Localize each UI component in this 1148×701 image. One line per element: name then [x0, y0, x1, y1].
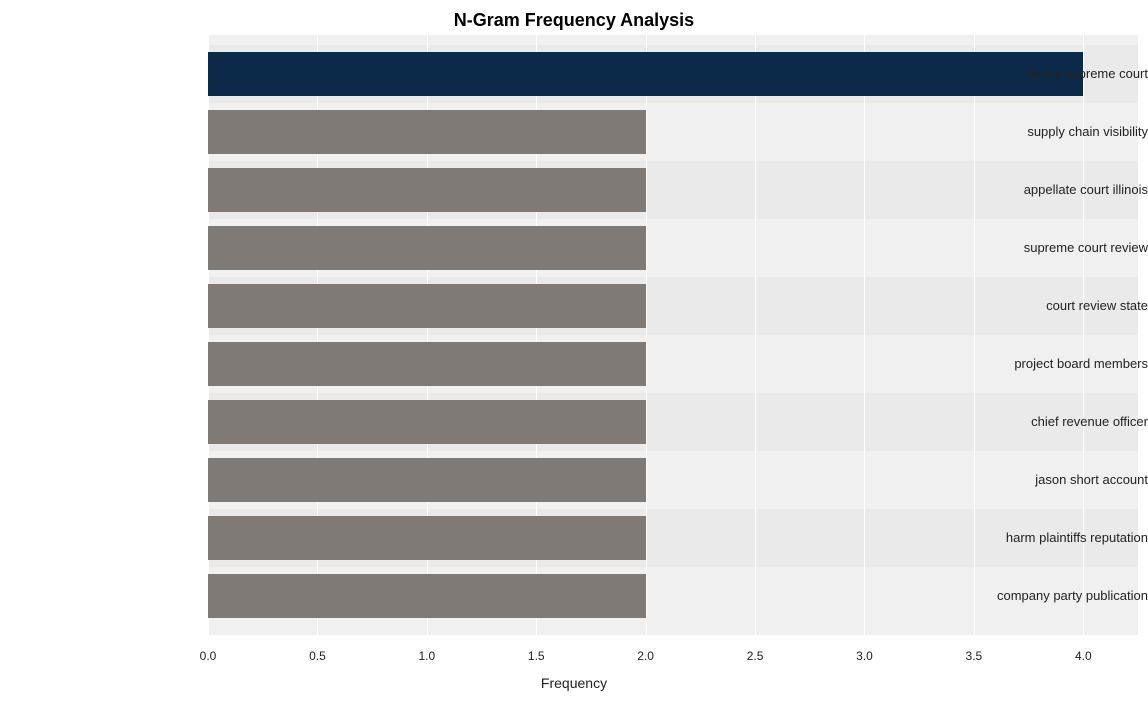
bar [208, 516, 646, 561]
y-tick-label: project board members [946, 356, 1148, 371]
y-tick-label: chief revenue officer [946, 414, 1148, 429]
y-tick-label: company party publication [946, 588, 1148, 603]
x-tick-label: 0.0 [200, 649, 217, 663]
y-tick-label: illinois supreme court [946, 66, 1148, 81]
x-tick-label: 3.5 [966, 649, 983, 663]
y-tick-label: court review state [946, 298, 1148, 313]
grid-line [755, 35, 756, 635]
grid-line [864, 35, 865, 635]
x-axis-label: Frequency [0, 675, 1148, 691]
x-tick-label: 0.5 [309, 649, 326, 663]
bar [208, 284, 646, 329]
x-tick-label: 4.0 [1075, 649, 1092, 663]
bar [208, 574, 646, 619]
y-tick-label: supply chain visibility [946, 124, 1148, 139]
x-tick-label: 1.5 [528, 649, 545, 663]
chart-title: N-Gram Frequency Analysis [0, 10, 1148, 31]
bar [208, 458, 646, 503]
y-tick-label: supreme court review [946, 240, 1148, 255]
y-tick-label: jason short account [946, 472, 1148, 487]
ngram-chart: N-Gram Frequency Analysis illinois supre… [0, 0, 1148, 701]
bar [208, 342, 646, 387]
grid-line [646, 35, 647, 635]
bar [208, 168, 646, 213]
x-tick-label: 3.0 [856, 649, 873, 663]
x-tick-label: 2.5 [747, 649, 764, 663]
bar [208, 226, 646, 271]
y-tick-label: appellate court illinois [946, 182, 1148, 197]
y-tick-label: harm plaintiffs reputation [946, 530, 1148, 545]
bar [208, 110, 646, 155]
bar [208, 400, 646, 445]
x-tick-label: 2.0 [637, 649, 654, 663]
x-tick-label: 1.0 [418, 649, 435, 663]
